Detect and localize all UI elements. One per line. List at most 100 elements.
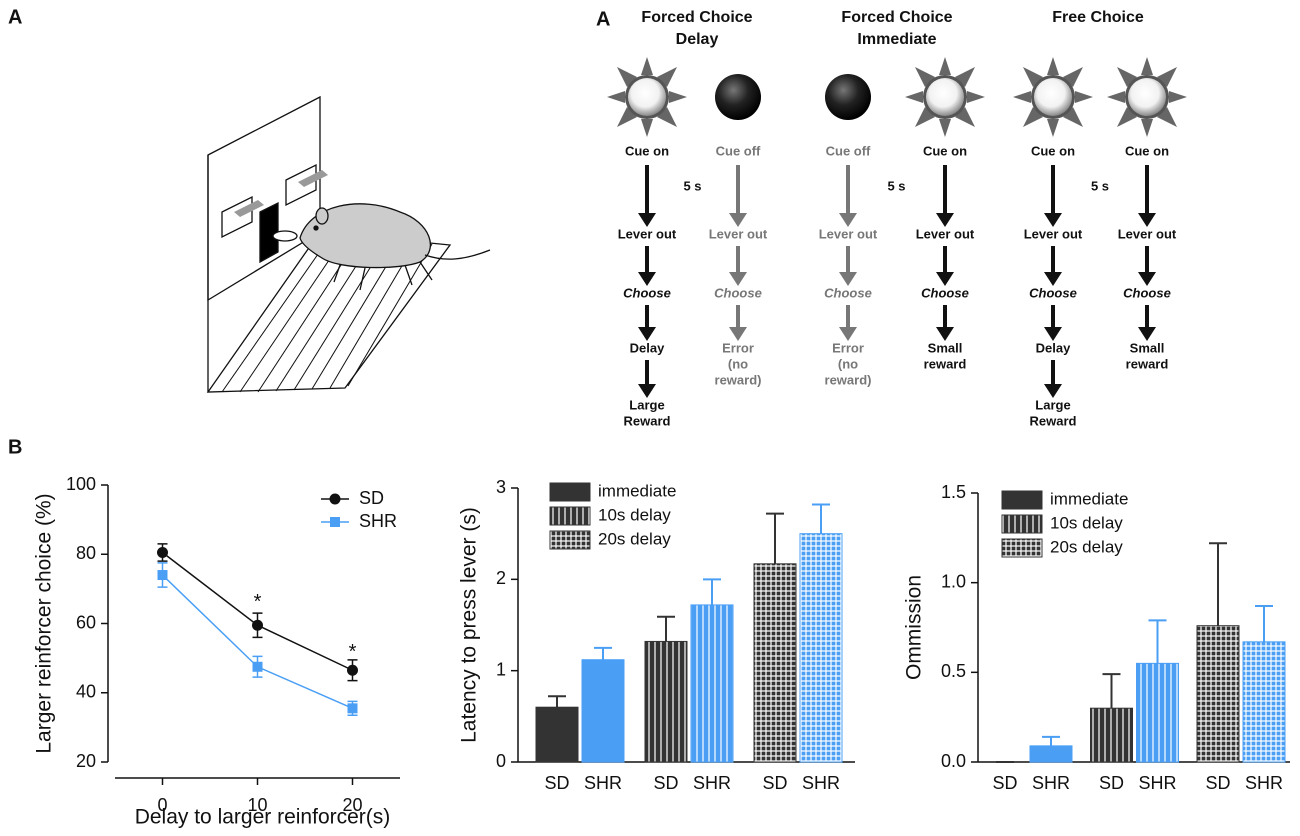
y-tick-label: 80 bbox=[76, 543, 96, 563]
y-tick-label: 1.5 bbox=[941, 482, 966, 502]
step-label: Lever out bbox=[1024, 226, 1083, 241]
legend-label: 10s delay bbox=[1050, 513, 1123, 532]
cue-icon bbox=[1013, 57, 1093, 137]
point bbox=[347, 703, 358, 714]
legend-swatch bbox=[1001, 490, 1043, 510]
step-label: reward bbox=[924, 356, 967, 371]
x-tick-label: SD bbox=[653, 773, 678, 793]
x-tick-label: SD bbox=[1205, 773, 1230, 793]
error-bar bbox=[812, 503, 830, 534]
point bbox=[252, 619, 263, 631]
x-tick-label: SHR bbox=[1245, 773, 1283, 793]
arrow-head bbox=[1044, 213, 1062, 227]
x-tick-label: SHR bbox=[802, 773, 840, 793]
arrow-head bbox=[1138, 272, 1156, 286]
arrow-head bbox=[839, 213, 857, 227]
step-label: Lever out bbox=[618, 226, 677, 241]
bar bbox=[1029, 745, 1073, 763]
x-tick-label: SD bbox=[544, 773, 569, 793]
cue-label: Cue off bbox=[826, 143, 871, 158]
panel-label: B bbox=[8, 436, 22, 458]
arrow-head bbox=[1138, 327, 1156, 341]
bar bbox=[581, 659, 625, 763]
step-label: Small bbox=[1130, 340, 1165, 355]
step-label: Error bbox=[832, 340, 864, 355]
step-label: Choose bbox=[714, 285, 762, 300]
error-bar bbox=[1148, 619, 1167, 664]
group-title: Immediate bbox=[857, 31, 936, 48]
legend-swatch bbox=[1001, 538, 1043, 558]
arrow-head bbox=[638, 272, 656, 286]
y-axis-label: Larger reinforcer choice (%) bbox=[33, 493, 56, 753]
arrow-head bbox=[729, 272, 747, 286]
step-label: Large bbox=[629, 397, 664, 412]
point bbox=[252, 661, 263, 672]
y-tick-label: 2 bbox=[496, 568, 506, 588]
arrow-head bbox=[839, 272, 857, 286]
bar bbox=[690, 604, 734, 763]
cue-icon bbox=[905, 57, 985, 137]
legend-swatch bbox=[549, 506, 591, 526]
error-bar bbox=[766, 512, 784, 564]
y-tick-label: 100 bbox=[66, 474, 96, 494]
step-label: Lever out bbox=[1118, 226, 1177, 241]
x-tick-label: SHR bbox=[584, 773, 622, 793]
cue-icon bbox=[1107, 57, 1187, 137]
arrow-head bbox=[1138, 213, 1156, 227]
cue-icon bbox=[607, 57, 687, 137]
interval-label: 5 s bbox=[683, 178, 701, 193]
x-tick-label: SHR bbox=[693, 773, 731, 793]
arrow-head bbox=[729, 213, 747, 227]
step-label: reward) bbox=[715, 372, 762, 387]
step-label: Lever out bbox=[709, 226, 768, 241]
x-axis-label: Delay to larger reinforcer(s) bbox=[135, 806, 391, 829]
legend-swatch bbox=[549, 530, 591, 550]
x-tick-label: SD bbox=[762, 773, 787, 793]
y-tick-label: 40 bbox=[76, 682, 96, 702]
legend-label: SHR bbox=[359, 511, 397, 531]
arrow-head bbox=[839, 327, 857, 341]
step-label: reward bbox=[1126, 356, 1169, 371]
bar bbox=[1136, 662, 1179, 763]
cue-icon bbox=[825, 74, 871, 120]
bar bbox=[753, 563, 797, 763]
legend-swatch bbox=[549, 482, 591, 502]
annotation: * bbox=[254, 591, 262, 613]
cue-icon bbox=[715, 74, 761, 120]
x-tick-label: 10 bbox=[247, 795, 267, 815]
x-tick-label: 0 bbox=[157, 795, 167, 815]
error-bar bbox=[1042, 735, 1060, 746]
arrow-head bbox=[638, 327, 656, 341]
step-label: Error bbox=[722, 340, 754, 355]
legend-marker bbox=[329, 493, 341, 505]
chamber-drawing bbox=[206, 95, 491, 393]
y-tick-label: 0.5 bbox=[941, 661, 966, 681]
step-label: (no bbox=[838, 356, 858, 371]
bar bbox=[535, 706, 579, 763]
arrow-head bbox=[936, 272, 954, 286]
bar bbox=[1090, 707, 1133, 763]
point bbox=[347, 664, 358, 676]
legend-label: immediate bbox=[598, 481, 676, 500]
step-label: Lever out bbox=[819, 226, 878, 241]
annotation: * bbox=[349, 641, 357, 663]
error-bar bbox=[1209, 542, 1227, 626]
panel-label: A bbox=[596, 8, 610, 30]
legend-marker bbox=[330, 517, 340, 527]
arrow-head bbox=[1044, 327, 1062, 341]
bar bbox=[799, 533, 843, 763]
arrow-head bbox=[638, 384, 656, 398]
error-bar bbox=[1255, 604, 1273, 642]
y-tick-label: 0.0 bbox=[941, 751, 966, 771]
step-label: Small bbox=[928, 340, 963, 355]
error-bar bbox=[1102, 673, 1121, 709]
arrow-head bbox=[729, 327, 747, 341]
y-tick-label: 20 bbox=[76, 751, 96, 771]
arrow-head bbox=[936, 327, 954, 341]
interval-label: 5 s bbox=[887, 178, 905, 193]
bar bbox=[1196, 625, 1240, 763]
error-bar bbox=[657, 615, 675, 642]
arrow-head bbox=[638, 213, 656, 227]
